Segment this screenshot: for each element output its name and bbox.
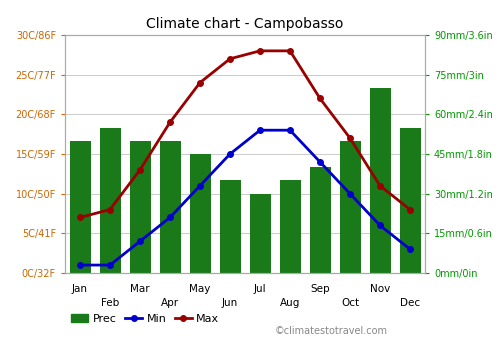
Text: May: May [190,284,210,294]
Text: ©climatestotravel.com: ©climatestotravel.com [275,326,388,336]
Text: Feb: Feb [101,298,119,308]
Bar [280,181,300,273]
Text: Apr: Apr [161,298,179,308]
Text: Sep: Sep [310,284,330,294]
Bar [340,141,360,273]
Title: Climate chart - Campobasso: Climate chart - Campobasso [146,17,344,31]
Bar [130,141,150,273]
Bar [250,194,270,273]
Text: Dec: Dec [400,298,420,308]
Bar [160,141,180,273]
Bar [220,181,240,273]
Bar [310,167,330,273]
Bar [100,127,120,273]
Legend: Prec, Min, Max: Prec, Min, Max [67,309,224,328]
Bar [70,141,90,273]
Text: Jun: Jun [222,298,238,308]
Bar [370,88,390,273]
Text: Aug: Aug [280,298,300,308]
Text: Jul: Jul [254,284,266,294]
Bar [190,154,210,273]
Bar [400,127,420,273]
Text: Jan: Jan [72,284,88,294]
Text: Nov: Nov [370,284,390,294]
Text: Mar: Mar [130,284,150,294]
Text: Oct: Oct [341,298,359,308]
